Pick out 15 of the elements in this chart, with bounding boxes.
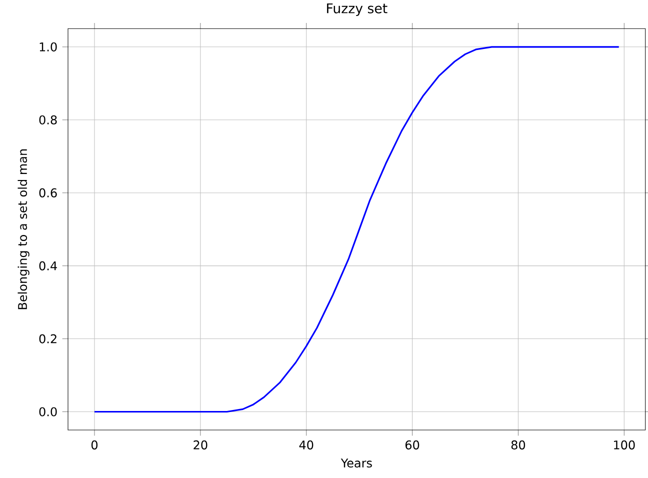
- x-tick-label: 100: [614, 440, 635, 450]
- x-tick-label: 40: [299, 440, 314, 450]
- x-tick-label: 80: [511, 440, 526, 450]
- y-tick-label: 0.0: [39, 407, 57, 416]
- y-tick-label: 0.4: [39, 261, 57, 270]
- y-tick-label: 0.8: [39, 115, 57, 124]
- x-axis-title: Years: [340, 458, 372, 468]
- chart-title: Fuzzy set: [327, 3, 388, 16]
- x-tick-label: 60: [405, 440, 420, 450]
- y-tick-label: 0.6: [39, 188, 57, 198]
- y-tick-label: 1.0: [40, 42, 57, 52]
- y-axis-title: Belonging to a set old man: [18, 149, 30, 310]
- y-tick-label: 0.2: [39, 334, 56, 344]
- x-tick-label: 0: [91, 440, 98, 450]
- x-tick-label: 20: [194, 440, 208, 450]
